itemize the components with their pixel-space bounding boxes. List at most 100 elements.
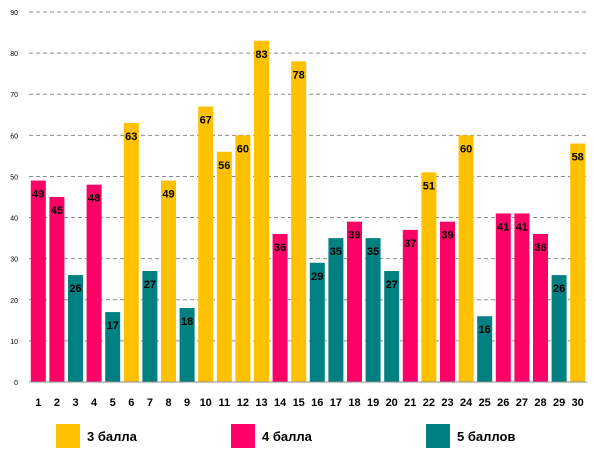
- legend-swatch-5-points: [426, 424, 450, 448]
- bar-value-label-1: 49: [32, 189, 44, 201]
- legend-item-3-points: 3 балла: [56, 424, 137, 448]
- bar-4: [86, 184, 102, 382]
- x-tick-label-1: 1: [35, 397, 41, 409]
- x-tick-label-13: 13: [255, 397, 267, 409]
- bar-value-label-8: 49: [162, 189, 174, 201]
- y-tick-label: 0: [14, 380, 18, 387]
- bar-value-label-3: 26: [69, 283, 81, 295]
- bar-value-label-7: 27: [144, 279, 156, 291]
- bar-value-label-18: 39: [348, 230, 360, 242]
- bar-value-label-9: 18: [181, 316, 193, 328]
- x-tick-label-15: 15: [293, 397, 305, 409]
- bar-value-label-16: 29: [311, 271, 323, 283]
- x-tick-label-6: 6: [128, 397, 134, 409]
- bar-28: [533, 234, 548, 382]
- bar-25: [477, 316, 493, 382]
- bar-value-label-28: 36: [534, 242, 546, 254]
- bar-23: [440, 221, 455, 382]
- x-tick-label-7: 7: [147, 397, 153, 409]
- x-tick-label-11: 11: [218, 397, 230, 409]
- x-tick-label-30: 30: [572, 397, 584, 409]
- y-tick-label: 60: [10, 133, 18, 140]
- bar-value-label-12: 60: [237, 143, 249, 155]
- y-tick-label: 90: [10, 10, 18, 17]
- bar-6: [123, 123, 139, 382]
- legend-label-5-points: 5 баллов: [457, 428, 516, 444]
- gridlines: [29, 11, 587, 342]
- bar-16: [309, 262, 325, 382]
- x-tick-label-20: 20: [386, 397, 398, 409]
- x-tick-label-18: 18: [348, 397, 360, 409]
- x-tick-label-25: 25: [479, 397, 491, 409]
- bar-value-label-4: 48: [88, 193, 100, 205]
- x-tick-label-3: 3: [72, 397, 78, 409]
- bar-30: [570, 143, 586, 382]
- bar-value-label-27: 41: [516, 221, 528, 233]
- y-tick-label: 70: [10, 92, 18, 99]
- bar-value-label-2: 45: [51, 205, 63, 217]
- bar-14: [272, 234, 288, 382]
- legend-item-5-points: 5 баллов: [426, 424, 515, 448]
- bar-value-label-17: 35: [330, 246, 342, 258]
- bar-26: [495, 213, 511, 382]
- bar-value-label-29: 26: [553, 283, 565, 295]
- bar-15: [291, 61, 307, 382]
- bar-value-label-10: 67: [200, 115, 212, 127]
- value-labels: 49 45 26 48 17 63 27 49 18 67 56 60 83 36 78 29 35 39 35 27…: [32, 49, 584, 336]
- legend-label-3-points: 3 балла: [87, 428, 137, 444]
- x-tick-label-26: 26: [497, 397, 509, 409]
- x-tick-label-28: 28: [534, 397, 546, 409]
- bar-2: [49, 197, 65, 382]
- bar-24: [458, 135, 474, 382]
- x-tick-label-14: 14: [274, 397, 287, 409]
- bar-3: [68, 275, 83, 382]
- y-tick-label: 50: [10, 174, 18, 181]
- legend-label-4-points: 4 балла: [262, 428, 312, 444]
- bar-7: [142, 271, 158, 382]
- x-tick-label-22: 22: [423, 397, 435, 409]
- x-tick-label-16: 16: [311, 397, 323, 409]
- x-tick-label-24: 24: [460, 397, 473, 409]
- bar-9: [179, 308, 195, 382]
- y-axis-tick-labels: 0 10 20 30 40 50 60 70 80 90: [10, 10, 18, 387]
- y-tick-label: 10: [10, 339, 18, 346]
- bar-value-label-21: 37: [404, 238, 416, 250]
- bar-13: [254, 40, 269, 383]
- bar-22: [421, 172, 437, 382]
- bar-value-label-26: 41: [497, 221, 509, 233]
- bar-5: [105, 312, 121, 382]
- x-tick-label-23: 23: [441, 397, 453, 409]
- bar-value-label-20: 27: [386, 279, 398, 291]
- y-tick-label: 20: [10, 298, 18, 305]
- bar-19: [365, 238, 381, 382]
- bar-value-label-6: 63: [125, 131, 137, 143]
- bar-20: [384, 271, 400, 382]
- x-tick-label-4: 4: [91, 397, 98, 409]
- legend-item-4-points: 4 балла: [231, 424, 312, 448]
- bar-11: [216, 151, 232, 382]
- y-tick-label: 40: [10, 216, 18, 223]
- x-tick-label-2: 2: [54, 397, 60, 409]
- bar-value-label-19: 35: [367, 246, 379, 258]
- bar-18: [347, 221, 362, 382]
- bar-1: [30, 180, 46, 382]
- legend-swatch-4-points: [231, 424, 255, 448]
- bar-value-label-11: 56: [218, 160, 230, 172]
- x-tick-label-21: 21: [404, 397, 416, 409]
- bar-27: [514, 213, 530, 382]
- x-axis-tick-labels: 1 2 3 4 5 6 7 8 9 10 11 12 13 14 15 16 17 18 19 20 21 22 23 24 2…: [35, 397, 584, 409]
- bar-value-label-14: 36: [274, 242, 286, 254]
- legend-swatch-3-points: [56, 424, 80, 448]
- bar-value-label-13: 83: [255, 49, 267, 61]
- bar-12: [235, 135, 251, 382]
- bar-value-label-24: 60: [460, 143, 472, 155]
- bar-value-label-15: 78: [293, 69, 305, 81]
- bar-29: [551, 275, 567, 382]
- bar-value-label-23: 39: [441, 230, 453, 242]
- bar-21: [402, 229, 418, 382]
- bar-10: [198, 106, 214, 383]
- bar-value-label-30: 58: [572, 152, 584, 164]
- x-tick-label-29: 29: [553, 397, 565, 409]
- x-tick-label-19: 19: [367, 397, 379, 409]
